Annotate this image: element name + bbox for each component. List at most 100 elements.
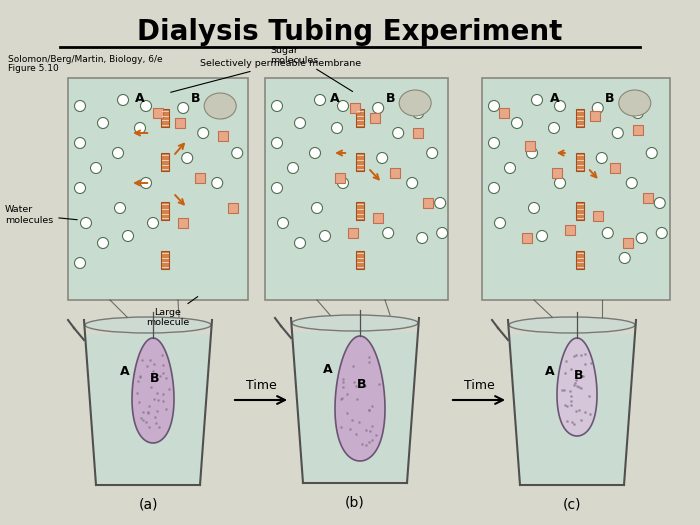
Ellipse shape (204, 93, 236, 119)
Circle shape (337, 177, 349, 188)
Circle shape (536, 230, 547, 242)
Circle shape (393, 128, 404, 139)
Circle shape (74, 100, 85, 111)
Circle shape (372, 102, 384, 113)
Circle shape (80, 217, 92, 228)
Text: B: B (605, 92, 615, 105)
Text: Time: Time (246, 379, 276, 392)
Circle shape (489, 138, 500, 149)
Circle shape (74, 257, 85, 268)
Text: B: B (190, 92, 200, 105)
Circle shape (407, 177, 418, 188)
Ellipse shape (509, 317, 635, 333)
Text: B: B (357, 379, 367, 392)
Circle shape (141, 100, 151, 111)
Circle shape (337, 100, 349, 111)
Circle shape (115, 203, 125, 214)
Text: Time: Time (463, 379, 494, 392)
Ellipse shape (619, 90, 651, 116)
Circle shape (505, 163, 515, 173)
Circle shape (554, 177, 566, 188)
Circle shape (332, 122, 342, 133)
Circle shape (612, 128, 623, 139)
Text: A: A (330, 92, 340, 105)
FancyBboxPatch shape (576, 109, 584, 127)
Circle shape (197, 128, 209, 139)
Text: A: A (545, 365, 554, 378)
Circle shape (118, 94, 129, 106)
Text: Dialysis Tubing Experiment: Dialysis Tubing Experiment (137, 18, 563, 46)
Circle shape (272, 183, 283, 194)
FancyBboxPatch shape (576, 202, 584, 220)
Circle shape (489, 100, 500, 111)
Text: (c): (c) (563, 498, 581, 512)
Circle shape (437, 227, 448, 238)
Circle shape (218, 108, 229, 119)
Circle shape (97, 237, 108, 248)
Circle shape (377, 152, 388, 163)
Circle shape (148, 217, 158, 228)
Circle shape (383, 227, 393, 238)
Circle shape (312, 203, 323, 214)
FancyBboxPatch shape (161, 202, 169, 220)
FancyBboxPatch shape (482, 78, 670, 300)
Polygon shape (557, 338, 597, 436)
FancyBboxPatch shape (356, 153, 364, 171)
FancyBboxPatch shape (68, 78, 248, 300)
Circle shape (620, 253, 630, 264)
Polygon shape (510, 334, 634, 483)
Circle shape (122, 230, 134, 242)
Circle shape (435, 197, 446, 208)
Circle shape (314, 94, 326, 106)
Circle shape (277, 217, 288, 228)
Circle shape (288, 163, 298, 173)
FancyBboxPatch shape (356, 109, 364, 127)
Circle shape (141, 177, 151, 188)
Text: B: B (574, 369, 584, 382)
FancyBboxPatch shape (356, 202, 364, 220)
Text: A: A (135, 92, 145, 105)
Circle shape (272, 100, 283, 111)
Circle shape (526, 148, 538, 159)
FancyBboxPatch shape (356, 251, 364, 269)
Circle shape (413, 108, 424, 119)
Circle shape (654, 197, 665, 208)
Circle shape (626, 177, 637, 188)
Circle shape (232, 148, 243, 159)
Circle shape (74, 138, 85, 149)
Circle shape (90, 163, 101, 173)
Circle shape (592, 102, 603, 113)
Text: Solomon/Berg/Martin, Biology, 6/e: Solomon/Berg/Martin, Biology, 6/e (8, 55, 162, 64)
Circle shape (636, 233, 648, 244)
Ellipse shape (85, 317, 211, 333)
Circle shape (512, 118, 522, 129)
Circle shape (596, 152, 608, 163)
FancyBboxPatch shape (161, 153, 169, 171)
Ellipse shape (399, 90, 431, 116)
Polygon shape (293, 332, 417, 481)
Text: B: B (386, 92, 395, 105)
Circle shape (427, 148, 438, 159)
Circle shape (309, 148, 321, 159)
Circle shape (489, 183, 500, 194)
Circle shape (528, 203, 540, 214)
Polygon shape (335, 336, 385, 461)
Text: (a): (a) (139, 498, 158, 512)
Circle shape (97, 118, 108, 129)
Text: A: A (120, 365, 130, 378)
Text: Water
molecules: Water molecules (5, 205, 77, 225)
FancyBboxPatch shape (161, 109, 169, 127)
Polygon shape (132, 338, 174, 443)
FancyBboxPatch shape (576, 153, 584, 171)
FancyBboxPatch shape (161, 251, 169, 269)
Text: Selectively permeable membrane: Selectively permeable membrane (171, 59, 361, 92)
Circle shape (549, 122, 559, 133)
Circle shape (211, 177, 223, 188)
Circle shape (494, 217, 505, 228)
Circle shape (134, 122, 146, 133)
Text: A: A (323, 363, 332, 376)
Text: Figure 5.10: Figure 5.10 (8, 64, 59, 73)
FancyBboxPatch shape (265, 78, 448, 300)
Circle shape (602, 227, 613, 238)
Circle shape (657, 227, 667, 238)
